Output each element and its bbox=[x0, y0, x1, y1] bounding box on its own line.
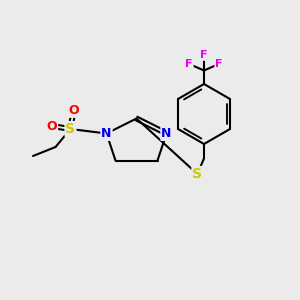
Text: S: S bbox=[65, 122, 76, 136]
Text: S: S bbox=[192, 167, 203, 181]
Text: O: O bbox=[46, 119, 57, 133]
Text: F: F bbox=[200, 50, 208, 60]
Text: N: N bbox=[161, 127, 172, 140]
Text: O: O bbox=[68, 104, 79, 117]
Text: N: N bbox=[101, 127, 112, 140]
Text: F: F bbox=[215, 59, 223, 69]
Text: F: F bbox=[185, 59, 193, 69]
